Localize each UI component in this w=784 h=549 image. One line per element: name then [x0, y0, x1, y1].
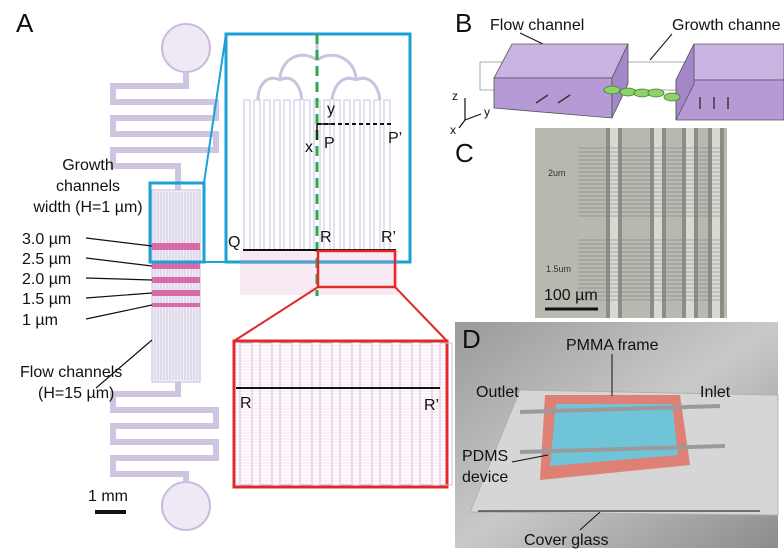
pointer: [86, 305, 152, 319]
pointer: [650, 34, 672, 60]
growth-label: channels: [56, 178, 120, 195]
cell: [648, 89, 664, 97]
channel-lines: [155, 192, 197, 380]
growth-channel: [334, 100, 340, 250]
axis-label: z: [452, 89, 458, 103]
b-label: Flow channel: [490, 17, 584, 34]
axis-label: x: [450, 123, 456, 137]
inset-label: R: [320, 229, 332, 246]
zoom-connector: [395, 287, 447, 341]
growth-channel: [274, 100, 280, 250]
zoom-label: R’: [424, 397, 439, 414]
width-band: [152, 290, 200, 296]
growth-channel: [294, 100, 300, 250]
growth-channel: [374, 100, 380, 250]
zoom-connector: [234, 287, 318, 341]
inset-label: P: [324, 135, 335, 152]
growth-channel: [384, 100, 390, 250]
zoom-label: R: [240, 395, 252, 412]
panel-label: D: [462, 324, 481, 354]
axes-glyph: [459, 98, 481, 128]
panel-label: A: [16, 8, 34, 38]
serpentine-channel: [113, 382, 216, 482]
width-band: [152, 263, 200, 269]
d-label: Inlet: [700, 384, 731, 401]
flow-label: (H=15 µm): [38, 385, 114, 402]
outlet-port: [162, 482, 210, 530]
inset-label: Q: [228, 234, 240, 251]
flow-stripe: [654, 128, 662, 318]
growth-channel: [354, 100, 360, 250]
d-label: Outlet: [476, 384, 519, 401]
growth-channel: [304, 100, 310, 250]
d-label: device: [462, 469, 508, 486]
width-label: 2.0 µm: [22, 271, 71, 288]
serpentine-channel: [113, 72, 216, 190]
growth-channel: [364, 100, 370, 250]
width-labels: 3.0 µm 2.5 µm 2.0 µm 1.5 µm 1 µm: [22, 231, 152, 329]
cell: [604, 86, 620, 94]
flow-stripe: [610, 128, 618, 318]
flow-stripe: [712, 128, 720, 318]
growth-channel: [344, 100, 350, 250]
width-label: 2.5 µm: [22, 251, 71, 268]
flow-stripe: [686, 128, 694, 318]
flow-channel-block: [494, 78, 612, 118]
growth-channel: [324, 100, 330, 250]
width-label: 1.5 µm: [22, 291, 71, 308]
panel-label: C: [455, 138, 474, 168]
width-band: [152, 303, 200, 307]
cell: [664, 93, 680, 101]
growth-channel: [254, 100, 260, 250]
growth-channel: [264, 100, 270, 250]
axis-label: y: [484, 105, 490, 119]
inset-label: R’: [381, 229, 396, 246]
growth-channel: [284, 100, 290, 250]
width-band: [152, 243, 200, 250]
scale-label: 100 µm: [544, 287, 598, 304]
figure: A Growth channels width (H=1 µm) 3.0 µm 2…: [0, 0, 784, 549]
b-label: Growth channe: [672, 17, 781, 34]
pointer: [86, 258, 152, 266]
pointer: [86, 293, 152, 298]
micro-annotation: 2um: [548, 168, 566, 178]
d-label: PDMS: [462, 448, 508, 465]
growth-channel: [244, 100, 250, 250]
pointer: [86, 278, 152, 280]
inset-label: x: [305, 139, 313, 156]
growth-label: width (H=1 µm): [32, 199, 142, 216]
pointer: [86, 238, 152, 246]
panel-label: B: [455, 8, 472, 38]
inset-label: y: [327, 101, 335, 118]
d-label: Cover glass: [524, 532, 608, 549]
scale-label: 1 mm: [88, 488, 128, 505]
cell: [620, 88, 636, 96]
inlet-port: [162, 24, 210, 72]
pointer: [520, 33, 545, 45]
width-label: 1 µm: [22, 312, 58, 329]
width-label: 3.0 µm: [22, 231, 71, 248]
flow-channel-block: [494, 44, 628, 78]
d-label: PMMA frame: [566, 337, 659, 354]
micro-annotation: 1.5um: [546, 264, 571, 274]
growth-label: Growth: [62, 157, 114, 174]
width-band: [152, 277, 200, 283]
inset-label: P’: [388, 130, 402, 147]
